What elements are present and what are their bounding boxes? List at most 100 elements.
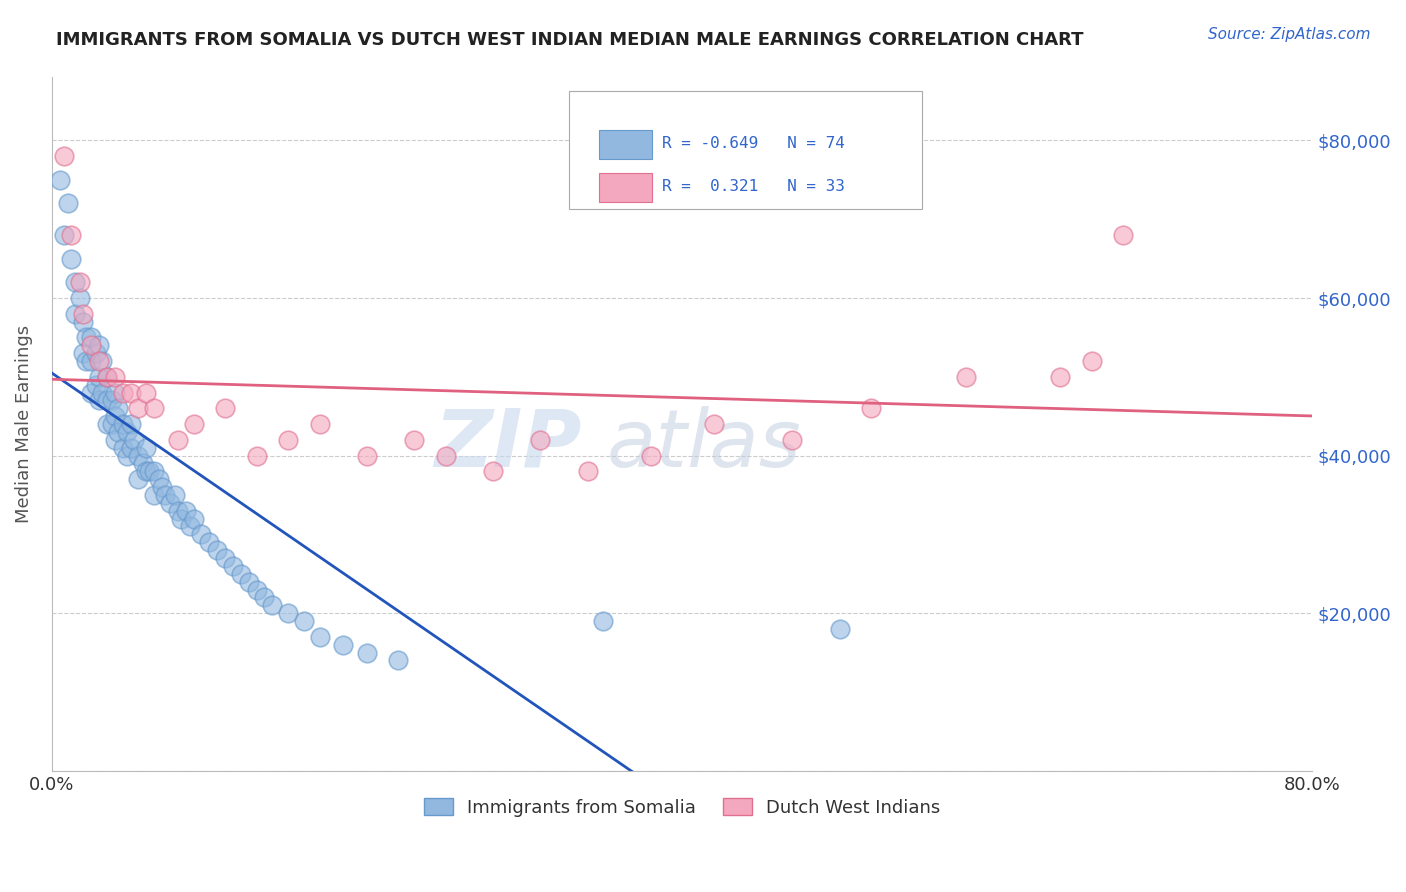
- Point: [955, 369, 977, 384]
- Point: [48, 173, 70, 187]
- Point: [91, 354, 114, 368]
- Point: [277, 606, 299, 620]
- Point: [132, 457, 155, 471]
- Point: [198, 535, 221, 549]
- Point: [120, 385, 142, 400]
- Point: [111, 441, 134, 455]
- Point: [292, 614, 315, 628]
- Point: [80, 330, 103, 344]
- Point: [72, 307, 94, 321]
- Point: [100, 417, 122, 431]
- Point: [246, 582, 269, 597]
- Point: [80, 354, 103, 368]
- Point: [155, 488, 177, 502]
- Point: [214, 551, 236, 566]
- Point: [404, 433, 426, 447]
- Point: [183, 511, 205, 525]
- Point: [120, 417, 142, 431]
- FancyBboxPatch shape: [599, 130, 652, 160]
- Point: [53, 227, 76, 242]
- Point: [190, 527, 212, 541]
- Point: [1112, 227, 1135, 242]
- Point: [860, 401, 883, 416]
- Point: [229, 566, 252, 581]
- Point: [482, 464, 505, 478]
- Point: [127, 401, 149, 416]
- Point: [80, 338, 103, 352]
- Point: [69, 291, 91, 305]
- FancyBboxPatch shape: [568, 91, 921, 209]
- Point: [104, 369, 127, 384]
- Point: [120, 441, 142, 455]
- Point: [107, 425, 129, 439]
- Point: [387, 653, 409, 667]
- Point: [87, 393, 110, 408]
- Text: R =  0.321   N = 33: R = 0.321 N = 33: [662, 179, 845, 194]
- Point: [96, 369, 118, 384]
- Point: [148, 472, 170, 486]
- Point: [80, 385, 103, 400]
- Legend: Immigrants from Somalia, Dutch West Indians: Immigrants from Somalia, Dutch West Indi…: [416, 791, 948, 824]
- Point: [308, 630, 330, 644]
- Point: [166, 433, 188, 447]
- Point: [253, 591, 276, 605]
- Point: [87, 338, 110, 352]
- Point: [308, 417, 330, 431]
- Point: [91, 385, 114, 400]
- Point: [150, 480, 173, 494]
- Point: [117, 425, 139, 439]
- Point: [170, 511, 193, 525]
- Point: [104, 433, 127, 447]
- Point: [117, 449, 139, 463]
- Point: [111, 417, 134, 431]
- Point: [143, 464, 166, 478]
- Point: [262, 599, 284, 613]
- Point: [163, 488, 186, 502]
- Point: [127, 472, 149, 486]
- Point: [100, 393, 122, 408]
- Point: [96, 393, 118, 408]
- Point: [183, 417, 205, 431]
- Point: [277, 433, 299, 447]
- Point: [127, 449, 149, 463]
- Point: [222, 558, 245, 573]
- Point: [69, 275, 91, 289]
- Point: [143, 401, 166, 416]
- Point: [75, 330, 97, 344]
- Point: [782, 433, 804, 447]
- Text: ZIP: ZIP: [434, 406, 581, 483]
- Point: [96, 417, 118, 431]
- Point: [205, 543, 228, 558]
- Point: [84, 377, 107, 392]
- Point: [72, 346, 94, 360]
- Point: [828, 622, 851, 636]
- Point: [356, 646, 378, 660]
- Point: [356, 449, 378, 463]
- Point: [166, 504, 188, 518]
- Point: [592, 614, 614, 628]
- Point: [53, 149, 76, 163]
- Point: [246, 449, 269, 463]
- Point: [59, 227, 82, 242]
- Point: [640, 449, 662, 463]
- Point: [104, 385, 127, 400]
- Point: [122, 433, 145, 447]
- Point: [75, 354, 97, 368]
- Point: [434, 449, 457, 463]
- Point: [104, 409, 127, 424]
- Text: Source: ZipAtlas.com: Source: ZipAtlas.com: [1208, 27, 1371, 42]
- Point: [111, 385, 134, 400]
- Point: [135, 464, 157, 478]
- Y-axis label: Median Male Earnings: Median Male Earnings: [15, 325, 32, 523]
- Point: [87, 369, 110, 384]
- Point: [135, 385, 157, 400]
- Point: [179, 519, 201, 533]
- Point: [72, 315, 94, 329]
- Point: [107, 401, 129, 416]
- Point: [703, 417, 725, 431]
- Point: [87, 354, 110, 368]
- Point: [576, 464, 599, 478]
- Point: [56, 196, 79, 211]
- Point: [84, 346, 107, 360]
- Point: [143, 488, 166, 502]
